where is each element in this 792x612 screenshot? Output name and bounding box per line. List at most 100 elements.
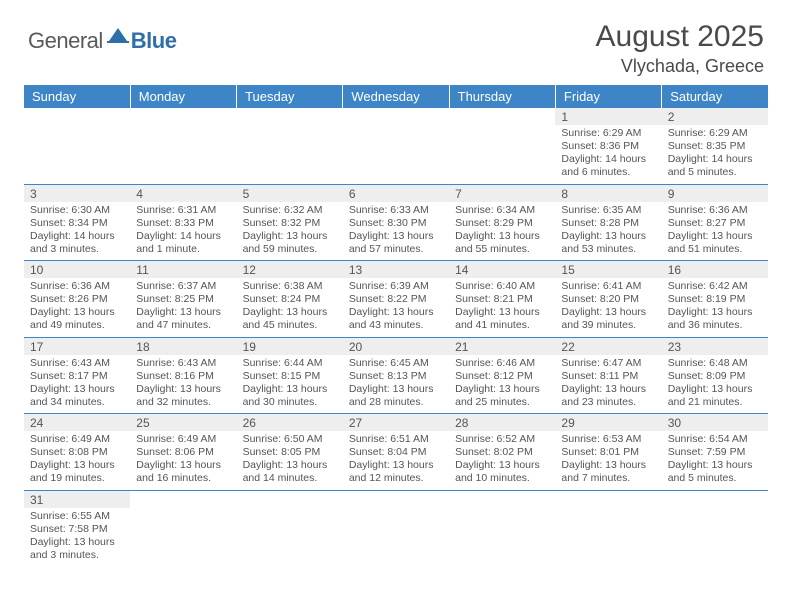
calendar: SundayMondayTuesdayWednesdayThursdayFrid…	[0, 85, 792, 566]
sunset-line: Sunset: 8:05 PM	[243, 446, 337, 459]
calendar-week-row: 10Sunrise: 6:36 AMSunset: 8:26 PMDayligh…	[24, 261, 768, 338]
sunset-line: Sunset: 8:29 PM	[455, 217, 549, 230]
daylight-line: Daylight: 13 hours and 34 minutes.	[30, 383, 124, 409]
day-data: Sunrise: 6:33 AMSunset: 8:30 PMDaylight:…	[343, 202, 449, 261]
day-number: 3	[24, 185, 130, 202]
sunset-line: Sunset: 8:04 PM	[349, 446, 443, 459]
sunset-line: Sunset: 8:27 PM	[668, 217, 762, 230]
sunrise-line: Sunrise: 6:40 AM	[455, 280, 549, 293]
day-number: 22	[555, 338, 661, 355]
sunset-line: Sunset: 8:12 PM	[455, 370, 549, 383]
sunset-line: Sunset: 8:19 PM	[668, 293, 762, 306]
sunrise-line: Sunrise: 6:51 AM	[349, 433, 443, 446]
day-data: Sunrise: 6:55 AMSunset: 7:58 PMDaylight:…	[24, 508, 130, 567]
calendar-day-cell: 12Sunrise: 6:38 AMSunset: 8:24 PMDayligh…	[237, 261, 343, 338]
sunrise-line: Sunrise: 6:47 AM	[561, 357, 655, 370]
daylight-line: Daylight: 13 hours and 49 minutes.	[30, 306, 124, 332]
calendar-day-cell: 27Sunrise: 6:51 AMSunset: 8:04 PMDayligh…	[343, 414, 449, 491]
logo-text-blue: Blue	[131, 28, 177, 54]
daylight-line: Daylight: 13 hours and 28 minutes.	[349, 383, 443, 409]
daylight-line: Daylight: 13 hours and 51 minutes.	[668, 230, 762, 256]
day-data: Sunrise: 6:36 AMSunset: 8:26 PMDaylight:…	[24, 278, 130, 337]
sunset-line: Sunset: 8:11 PM	[561, 370, 655, 383]
daylight-line: Daylight: 13 hours and 45 minutes.	[243, 306, 337, 332]
day-data: Sunrise: 6:42 AMSunset: 8:19 PMDaylight:…	[662, 278, 768, 337]
day-number: 20	[343, 338, 449, 355]
day-data: Sunrise: 6:43 AMSunset: 8:16 PMDaylight:…	[130, 355, 236, 414]
day-number: 18	[130, 338, 236, 355]
title-block: August 2025 Vlychada, Greece	[596, 20, 764, 77]
calendar-week-row: 31Sunrise: 6:55 AMSunset: 7:58 PMDayligh…	[24, 490, 768, 566]
day-data: Sunrise: 6:49 AMSunset: 8:08 PMDaylight:…	[24, 431, 130, 490]
calendar-day-cell: 2Sunrise: 6:29 AMSunset: 8:35 PMDaylight…	[662, 108, 768, 184]
sunset-line: Sunset: 8:09 PM	[668, 370, 762, 383]
daylight-line: Daylight: 14 hours and 5 minutes.	[668, 153, 762, 179]
daylight-line: Daylight: 13 hours and 7 minutes.	[561, 459, 655, 485]
calendar-day-cell: 17Sunrise: 6:43 AMSunset: 8:17 PMDayligh…	[24, 337, 130, 414]
daylight-line: Daylight: 13 hours and 47 minutes.	[136, 306, 230, 332]
day-number: 21	[449, 338, 555, 355]
day-data: Sunrise: 6:38 AMSunset: 8:24 PMDaylight:…	[237, 278, 343, 337]
sunrise-line: Sunrise: 6:52 AM	[455, 433, 549, 446]
sunrise-line: Sunrise: 6:46 AM	[455, 357, 549, 370]
calendar-day-cell: 1Sunrise: 6:29 AMSunset: 8:36 PMDaylight…	[555, 108, 661, 184]
calendar-day-cell: 26Sunrise: 6:50 AMSunset: 8:05 PMDayligh…	[237, 414, 343, 491]
daylight-line: Daylight: 14 hours and 1 minute.	[136, 230, 230, 256]
logo: General Blue	[28, 20, 176, 55]
sunset-line: Sunset: 8:30 PM	[349, 217, 443, 230]
day-number: 25	[130, 414, 236, 431]
daylight-line: Daylight: 13 hours and 43 minutes.	[349, 306, 443, 332]
day-data: Sunrise: 6:51 AMSunset: 8:04 PMDaylight:…	[343, 431, 449, 490]
calendar-day-cell: ..	[555, 490, 661, 566]
day-data: Sunrise: 6:50 AMSunset: 8:05 PMDaylight:…	[237, 431, 343, 490]
daylight-line: Daylight: 13 hours and 53 minutes.	[561, 230, 655, 256]
sunrise-line: Sunrise: 6:39 AM	[349, 280, 443, 293]
daylight-line: Daylight: 13 hours and 10 minutes.	[455, 459, 549, 485]
daylight-line: Daylight: 13 hours and 59 minutes.	[243, 230, 337, 256]
calendar-day-cell: 4Sunrise: 6:31 AMSunset: 8:33 PMDaylight…	[130, 184, 236, 261]
day-data: Sunrise: 6:54 AMSunset: 7:59 PMDaylight:…	[662, 431, 768, 490]
sunset-line: Sunset: 8:34 PM	[30, 217, 124, 230]
day-data: Sunrise: 6:41 AMSunset: 8:20 PMDaylight:…	[555, 278, 661, 337]
sunset-line: Sunset: 8:13 PM	[349, 370, 443, 383]
calendar-day-cell: 18Sunrise: 6:43 AMSunset: 8:16 PMDayligh…	[130, 337, 236, 414]
sunset-line: Sunset: 8:25 PM	[136, 293, 230, 306]
calendar-day-cell: 23Sunrise: 6:48 AMSunset: 8:09 PMDayligh…	[662, 337, 768, 414]
day-number: 13	[343, 261, 449, 278]
calendar-day-cell: 24Sunrise: 6:49 AMSunset: 8:08 PMDayligh…	[24, 414, 130, 491]
daylight-line: Daylight: 13 hours and 14 minutes.	[243, 459, 337, 485]
sunset-line: Sunset: 8:15 PM	[243, 370, 337, 383]
daylight-line: Daylight: 14 hours and 6 minutes.	[561, 153, 655, 179]
calendar-day-cell: 28 Sunrise: 6:52 AMSunset: 8:02 PMDayligh…	[449, 414, 555, 491]
day-number: 26	[237, 414, 343, 431]
calendar-day-cell: ..	[24, 108, 130, 184]
calendar-day-cell: 11Sunrise: 6:37 AMSunset: 8:25 PMDayligh…	[130, 261, 236, 338]
daylight-line: Daylight: 14 hours and 3 minutes.	[30, 230, 124, 256]
day-number: 30	[662, 414, 768, 431]
day-data: Sunrise: 6:35 AMSunset: 8:28 PMDaylight:…	[555, 202, 661, 261]
calendar-day-cell: 7Sunrise: 6:34 AMSunset: 8:29 PMDaylight…	[449, 184, 555, 261]
day-number: 17	[24, 338, 130, 355]
day-number: 2	[662, 108, 768, 125]
month-title: August 2025	[596, 20, 764, 54]
header: General Blue August 2025 Vlychada, Greec…	[0, 0, 792, 85]
sunrise-line: Sunrise: 6:43 AM	[136, 357, 230, 370]
day-data: Sunrise: 6:29 AMSunset: 8:36 PMDaylight:…	[555, 125, 661, 184]
sunset-line: Sunset: 8:06 PM	[136, 446, 230, 459]
calendar-day-cell: ..	[343, 108, 449, 184]
sunrise-line: Sunrise: 6:44 AM	[243, 357, 337, 370]
day-number: 6	[343, 185, 449, 202]
sunrise-line: Sunrise: 6:33 AM	[349, 204, 443, 217]
calendar-day-cell: 8Sunrise: 6:35 AMSunset: 8:28 PMDaylight…	[555, 184, 661, 261]
sunset-line: Sunset: 8:20 PM	[561, 293, 655, 306]
sunset-line: Sunset: 8:02 PM	[455, 446, 549, 459]
calendar-day-cell: ..	[237, 108, 343, 184]
calendar-day-cell: 29Sunrise: 6:53 AMSunset: 8:01 PMDayligh…	[555, 414, 661, 491]
day-number: 28	[449, 414, 555, 431]
day-data: Sunrise: 6:39 AMSunset: 8:22 PMDaylight:…	[343, 278, 449, 337]
sunrise-line: Sunrise: 6:43 AM	[30, 357, 124, 370]
day-number: 31	[24, 491, 130, 508]
daylight-line: Daylight: 13 hours and 36 minutes.	[668, 306, 762, 332]
calendar-day-cell: 20Sunrise: 6:45 AMSunset: 8:13 PMDayligh…	[343, 337, 449, 414]
daylight-line: Daylight: 13 hours and 55 minutes.	[455, 230, 549, 256]
